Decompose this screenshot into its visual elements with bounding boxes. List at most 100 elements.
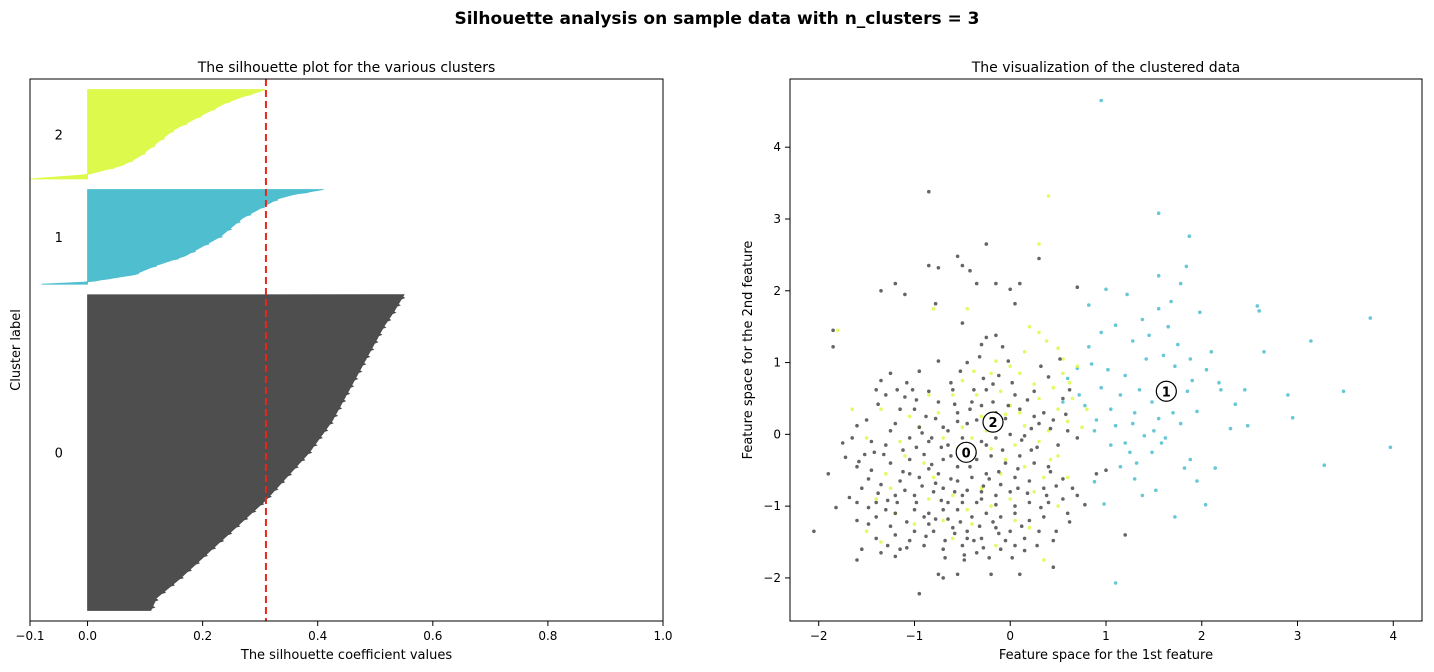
scatter-point-cluster-0 (1051, 565, 1056, 569)
scatter-point-cluster-0 (1013, 504, 1017, 508)
scatter-point-cluster-0 (876, 402, 880, 407)
scatter-point-cluster-0 (1046, 375, 1051, 379)
scatter-point-cluster-1 (1102, 502, 1106, 506)
scatter-point-cluster-0 (903, 395, 907, 399)
scatter-point-cluster-0 (1003, 416, 1008, 421)
scatter-point-cluster-0 (939, 445, 944, 450)
scatter-point-cluster-1 (1128, 450, 1132, 455)
scatter-point-cluster-0 (1048, 469, 1053, 474)
scatter-point-cluster-1 (1150, 450, 1154, 455)
scatter-point-cluster-0 (941, 576, 945, 580)
silhouette-x-axis-label: The silhouette coefficient values (240, 648, 452, 663)
scatter-point-cluster-0 (977, 524, 982, 528)
scatter-point-cluster-1 (1092, 429, 1097, 433)
scatter-point-cluster-0 (826, 472, 831, 476)
scatter-point-cluster-2 (1080, 425, 1084, 430)
scatter-point-cluster-0 (979, 342, 984, 347)
scatter-point-cluster-1 (1156, 273, 1161, 278)
scatter-point-cluster-0 (974, 281, 979, 286)
scatter-point-cluster-0 (1083, 502, 1087, 507)
scatter-point-cluster-0 (860, 486, 864, 491)
scatter-point-cluster-0 (997, 373, 1001, 378)
scatter-point-cluster-2 (1085, 407, 1089, 412)
scatter-point-cluster-0 (968, 407, 972, 412)
scatter-point-cluster-0 (1010, 380, 1014, 385)
scatter-point-cluster-0 (1019, 524, 1024, 528)
cluster-center-marker-2 (982, 411, 1004, 433)
scatter-plot-title: The visualization of the clustered data (971, 60, 1241, 76)
scatter-point-cluster-0 (1075, 436, 1080, 440)
scatter-point-cluster-0 (1061, 477, 1065, 481)
scatter-point-cluster-0 (958, 369, 963, 374)
scatter-point-cluster-0 (994, 281, 998, 286)
scatter-point-cluster-0 (855, 464, 859, 469)
scatter-point-cluster-0 (898, 479, 902, 483)
scatter-point-cluster-0 (924, 414, 928, 419)
scatter-point-cluster-0 (974, 457, 979, 462)
scatter-point-cluster-0 (888, 524, 893, 528)
scatter-point-cluster-0 (929, 462, 934, 467)
scatter-point-cluster-0 (884, 507, 888, 512)
scatter-point-cluster-2 (1046, 194, 1051, 198)
scatter-point-cluster-0 (1035, 543, 1039, 548)
scatter-point-cluster-2 (1044, 339, 1049, 343)
scatter-point-cluster-1 (1147, 333, 1151, 338)
scatter-point-cluster-0 (855, 518, 859, 523)
scatter-point-cluster-0 (1013, 393, 1017, 397)
scatter-point-cluster-0 (1051, 538, 1056, 543)
scatter-point-cluster-0 (1022, 536, 1027, 541)
scatter-point-cluster-0 (927, 467, 931, 471)
scatter-point-cluster-0 (970, 475, 974, 480)
scatter-point-cluster-0 (974, 418, 979, 422)
scatter-point-cluster-0 (1032, 414, 1036, 419)
scatter-point-cluster-0 (1039, 505, 1043, 510)
scatter-point-cluster-0 (1013, 511, 1017, 516)
scatter-point-cluster-2 (1037, 242, 1041, 246)
scatter-point-cluster-0 (977, 355, 982, 359)
scatter-point-cluster-0 (946, 500, 950, 505)
scatter-point-cluster-0 (885, 543, 890, 548)
cluster-centers: 0 1 2 (955, 380, 1177, 463)
scatter-point-cluster-2 (1037, 439, 1041, 444)
scatter-point-cluster-1 (1109, 443, 1113, 447)
scatter-point-cluster-0 (979, 403, 984, 408)
scatter-point-cluster-0 (949, 477, 953, 481)
scatter-point-cluster-0 (1027, 500, 1032, 505)
scatter-point-cluster-0 (1029, 448, 1034, 452)
scatter-point-cluster-1 (1173, 515, 1177, 519)
scatter-point-cluster-0 (965, 488, 969, 493)
scatter-point-cluster-0 (876, 491, 880, 496)
scatter-point-cluster-2 (907, 414, 912, 419)
scatter-point-cluster-0 (907, 457, 912, 462)
scatter-point-cluster-0 (1075, 285, 1080, 290)
scatter-point-cluster-1 (1123, 441, 1127, 445)
scatter-point-cluster-0 (979, 439, 984, 444)
scatter-point-cluster-0 (984, 242, 989, 246)
scatter-point-cluster-0 (968, 464, 972, 469)
cluster-center-label-0: 0 (962, 446, 971, 461)
scatter-point-cluster-0 (893, 511, 898, 516)
scatter-point-cluster-1 (1185, 389, 1190, 394)
scatter-point-cluster-2 (1056, 407, 1060, 412)
scatter-point-cluster-0 (1123, 533, 1127, 537)
scatter-y-tick-label: −1 (763, 499, 781, 513)
scatter-point-cluster-1 (1118, 464, 1123, 469)
scatter-plot-frame (789, 78, 1423, 622)
scatter-point-cluster-0 (955, 411, 960, 415)
scatter-point-cluster-1 (1099, 385, 1103, 390)
scatter-point-cluster-0 (1008, 490, 1012, 494)
scatter-point-cluster-1 (1109, 407, 1113, 412)
scatter-point-cluster-0 (946, 517, 950, 521)
scatter-point-cluster-1 (1290, 416, 1295, 420)
scatter-point-cluster-0 (1027, 518, 1032, 523)
scatter-point-cluster-0 (1061, 396, 1065, 401)
scatter-point-cluster-2 (864, 436, 869, 440)
scatter-point-cluster-0 (831, 328, 835, 333)
scatter-point-cluster-0 (917, 475, 922, 480)
scatter-x-tick-label: −1 (906, 629, 924, 643)
scatter-point-cluster-0 (864, 418, 869, 422)
scatter-point-cluster-1 (1131, 421, 1135, 426)
scatter-point-cluster-0 (946, 443, 950, 447)
scatter-point-cluster-0 (885, 498, 890, 503)
